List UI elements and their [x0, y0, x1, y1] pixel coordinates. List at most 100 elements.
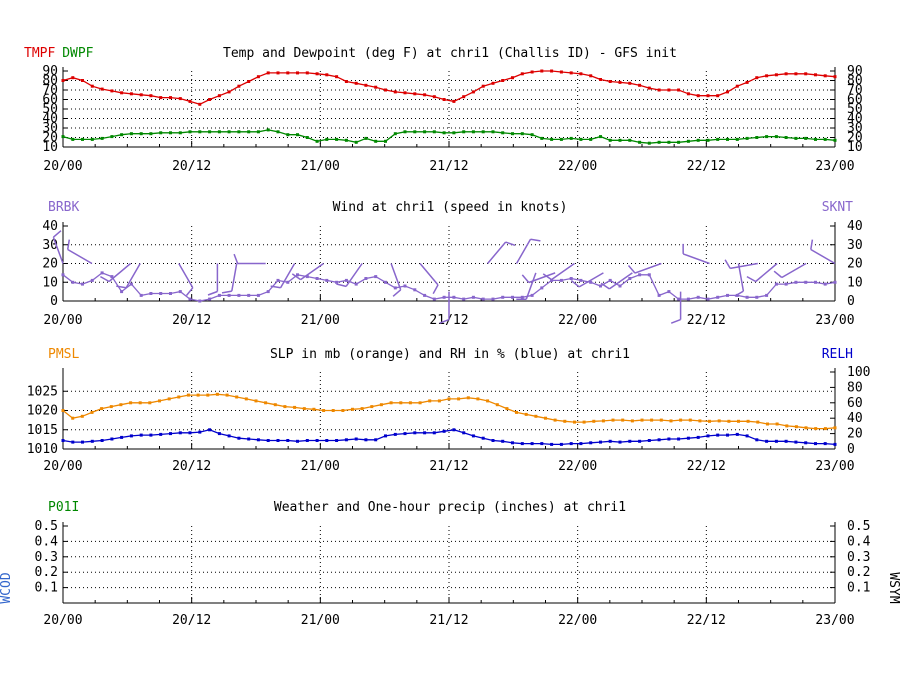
chart-title: Weather and One-hour precip (inches) at …	[274, 500, 626, 515]
data-point-sknt	[638, 273, 642, 277]
data-point-dwpf	[823, 137, 827, 141]
data-point-relh	[247, 437, 251, 441]
data-point-tmpf	[540, 69, 544, 73]
data-point-pmsl	[379, 403, 383, 407]
wind-barb	[66, 239, 93, 265]
data-point-tmpf	[237, 84, 241, 88]
wind-barb-staff	[608, 272, 633, 290]
data-point-tmpf	[823, 74, 827, 78]
wind-barb	[270, 263, 296, 289]
data-point-sknt	[335, 280, 339, 284]
data-point-tmpf	[90, 84, 94, 88]
data-point-relh	[442, 429, 446, 433]
data-point-relh	[745, 434, 749, 438]
data-point-pmsl	[833, 426, 837, 430]
data-point-pmsl	[370, 405, 374, 409]
wind-barb-feather	[336, 283, 347, 288]
data-point-dwpf	[550, 137, 554, 141]
data-point-dwpf	[71, 137, 75, 141]
data-point-dwpf	[599, 135, 602, 139]
data-point-sknt	[530, 293, 534, 297]
data-point-pmsl	[148, 401, 152, 405]
data-point-dwpf	[471, 130, 475, 134]
data-point-dwpf	[794, 136, 798, 140]
data-point-relh	[814, 442, 817, 446]
wind-barb-feather	[542, 273, 552, 281]
data-point-dwpf	[344, 138, 348, 142]
y-tick-label-left: 20	[42, 257, 58, 272]
y-tick-label-right: 10	[847, 275, 863, 290]
data-point-relh	[559, 442, 563, 446]
y-tick-label-right: 30	[847, 121, 863, 136]
data-point-relh	[305, 439, 309, 442]
data-point-dwpf	[462, 130, 466, 134]
data-point-sknt	[647, 273, 651, 277]
y-tick-label-left: 1020	[27, 404, 58, 419]
wind-barb-feather	[207, 290, 218, 296]
data-point-tmpf	[149, 94, 153, 98]
wind-barb-staff	[781, 262, 807, 279]
data-point-relh	[364, 438, 368, 442]
data-point-pmsl	[640, 418, 644, 422]
data-point-pmsl	[630, 419, 634, 423]
data-point-relh	[647, 439, 651, 442]
data-point-relh	[823, 442, 827, 446]
data-point-dwpf	[784, 136, 788, 139]
data-point-pmsl	[785, 424, 789, 428]
data-point-sknt	[452, 295, 456, 299]
x-tick-label: 21/00	[301, 613, 340, 628]
data-point-dwpf	[188, 130, 192, 134]
data-point-relh	[804, 441, 808, 445]
data-point-dwpf	[198, 130, 202, 134]
data-point-pmsl	[399, 401, 403, 405]
data-point-relh	[90, 439, 94, 443]
data-point-dwpf	[169, 131, 172, 135]
data-point-pmsl	[351, 407, 354, 411]
data-point-dwpf	[364, 136, 368, 140]
data-point-pmsl	[360, 407, 364, 411]
data-point-tmpf	[296, 71, 299, 75]
data-point-sknt	[501, 295, 505, 299]
data-point-sknt	[716, 295, 720, 299]
data-point-tmpf	[403, 91, 407, 95]
data-point-tmpf	[442, 98, 446, 101]
y-tick-label-left: 0.2	[35, 565, 58, 580]
wind-barb	[600, 272, 633, 290]
wind-barb-staff	[67, 248, 93, 265]
data-point-pmsl	[794, 425, 798, 429]
data-point-pmsl	[206, 393, 210, 397]
data-point-tmpf	[804, 72, 808, 76]
data-point-tmpf	[550, 69, 554, 73]
wind-barb-staff	[578, 272, 604, 288]
wind-barb	[221, 263, 238, 294]
wind-barb	[291, 262, 324, 281]
data-point-pmsl	[235, 395, 239, 399]
data-point-relh	[755, 438, 759, 442]
wind-barb	[390, 263, 402, 297]
wind-barb-feather	[52, 230, 62, 238]
data-point-dwpf	[120, 133, 124, 137]
data-point-tmpf	[579, 72, 583, 76]
y-tick-label-right: 0.1	[847, 581, 870, 596]
data-point-pmsl	[563, 419, 567, 423]
data-point-dwpf	[530, 133, 534, 137]
legend-label-left: TMPF	[24, 46, 55, 61]
data-point-pmsl	[186, 393, 190, 397]
chart-panel-4: 0.10.20.30.40.50.10.20.30.40.520/00 20/12…	[0, 500, 900, 628]
data-point-dwpf	[491, 130, 495, 134]
x-tick-label: 23/00	[815, 159, 854, 174]
y-tick-label-left: 40	[42, 112, 58, 127]
wind-barb	[439, 291, 450, 324]
data-point-pmsl	[196, 393, 200, 397]
data-point-dwpf	[638, 140, 642, 144]
wind-barb-feather	[773, 270, 783, 279]
data-point-relh	[256, 438, 260, 442]
data-point-relh	[276, 439, 280, 442]
data-point-sknt	[540, 286, 544, 290]
data-point-relh	[374, 438, 378, 442]
data-point-sknt	[384, 280, 387, 284]
data-point-dwpf	[217, 130, 221, 134]
data-point-dwpf	[149, 132, 153, 136]
data-point-tmpf	[71, 76, 75, 80]
y-tick-label-right: 0.3	[847, 550, 870, 565]
